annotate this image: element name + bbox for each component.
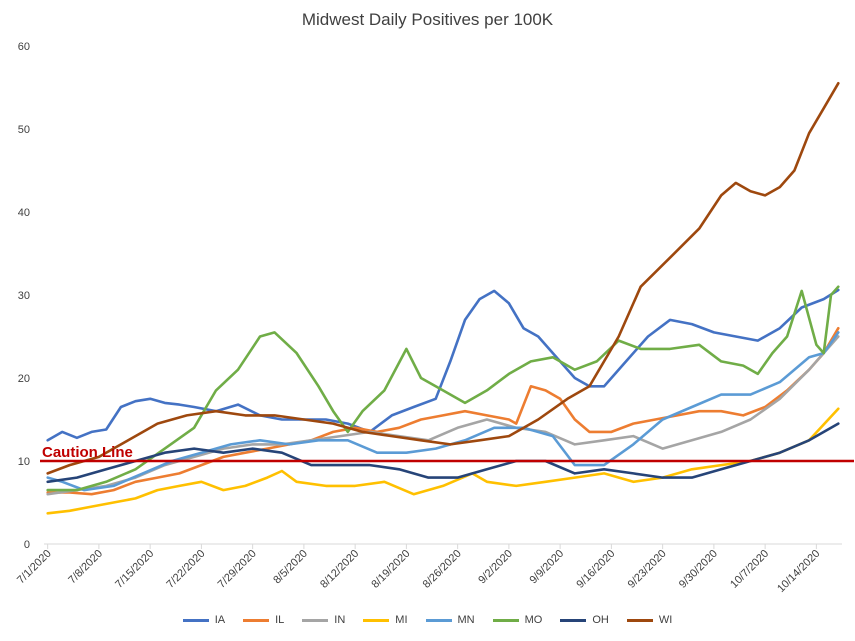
y-tick-label: 20 xyxy=(18,373,30,385)
x-tick-label: 7/8/2020 xyxy=(66,548,105,587)
legend-swatch xyxy=(626,618,653,622)
chart-legend: IA IL IN MI MN MO OH WI xyxy=(0,614,855,626)
legend-label: MO xyxy=(524,614,543,626)
series-line-oh xyxy=(46,422,840,484)
legend-swatch xyxy=(302,618,329,622)
series-line-mi xyxy=(46,407,840,515)
legend-swatch xyxy=(492,618,519,622)
x-tick-label: 9/2/2020 xyxy=(476,548,515,587)
legend-swatch xyxy=(425,618,452,622)
legend-swatch xyxy=(560,618,587,622)
x-tick-label: 9/30/2020 xyxy=(677,548,720,591)
legend-swatch xyxy=(363,618,390,622)
y-tick-label: 60 xyxy=(18,41,30,53)
legend-item-mi: MI xyxy=(363,614,408,626)
legend-label: MN xyxy=(457,614,475,626)
legend-swatch xyxy=(243,618,270,622)
x-tick-label: 10/7/2020 xyxy=(728,548,771,591)
x-tick-label: 8/12/2020 xyxy=(318,548,361,591)
x-tick-label: 9/9/2020 xyxy=(527,548,566,587)
legend-label: WI xyxy=(658,614,673,626)
x-tick-label: 7/15/2020 xyxy=(113,548,156,591)
chart-title: Midwest Daily Positives per 100K xyxy=(301,10,554,29)
legend-label: IL xyxy=(275,614,285,626)
x-tick-label: 7/22/2020 xyxy=(164,548,207,591)
y-tick-label: 0 xyxy=(24,539,30,551)
legend-label: MI xyxy=(395,614,408,626)
legend-item-in: IN xyxy=(302,614,345,626)
x-tick-label: 9/23/2020 xyxy=(626,548,669,591)
x-tick-label: 7/1/2020 xyxy=(15,548,54,587)
x-tick-label: 8/26/2020 xyxy=(421,548,464,591)
series-line-ia xyxy=(46,288,840,442)
legend-item-il: IL xyxy=(243,614,284,626)
legend-label: IA xyxy=(214,614,226,626)
legend-item-mn: MN xyxy=(425,614,475,626)
legend-item-mo: MO xyxy=(492,614,543,626)
series-line-il xyxy=(46,326,840,496)
x-tick-label: 9/16/2020 xyxy=(574,548,617,591)
series-line-wi xyxy=(46,82,840,475)
legend-label: IN xyxy=(334,614,346,626)
y-tick-label: 50 xyxy=(18,124,30,136)
caution-line-label: Caution Line xyxy=(42,444,133,461)
legend-item-ia: IA xyxy=(182,614,226,626)
y-tick-label: 10 xyxy=(18,456,30,468)
x-tick-label: 8/5/2020 xyxy=(271,548,310,587)
legend-swatch xyxy=(182,618,209,622)
x-tick-label: 10/14/2020 xyxy=(775,548,822,595)
legend-item-oh: OH xyxy=(560,614,609,626)
legend-item-wi: WI xyxy=(626,614,673,626)
x-tick-label: 7/29/2020 xyxy=(216,548,259,591)
series-line-mo xyxy=(46,285,840,492)
y-tick-label: 40 xyxy=(18,207,30,219)
y-tick-label: 30 xyxy=(18,290,30,302)
x-tick-label: 8/19/2020 xyxy=(369,548,412,591)
legend-label: OH xyxy=(592,614,609,626)
